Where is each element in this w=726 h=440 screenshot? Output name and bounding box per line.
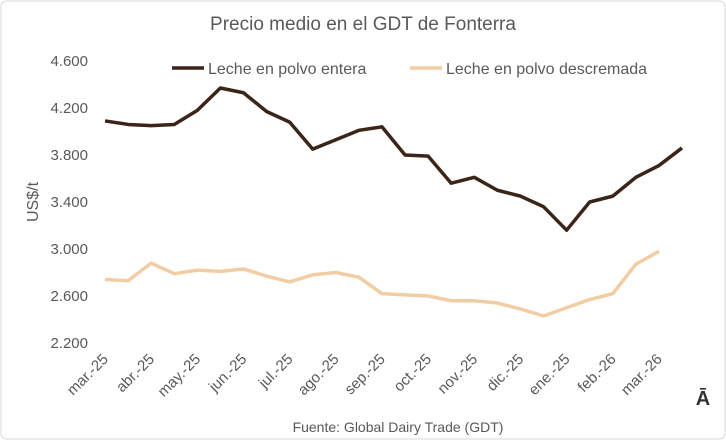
y-tick-label: 4.200 [50, 100, 88, 117]
annotation: Ā [696, 388, 710, 410]
y-axis-label: US$/t [25, 181, 42, 222]
line-series [104, 249, 660, 318]
legend-label: Leche en polvo entera [208, 61, 366, 78]
source: Fuente: Global Dairy Trade (GDT) [293, 419, 504, 435]
chart-title: Precio medio en el GDT de Fonterra [210, 14, 516, 35]
y-tick-label: 3.400 [50, 194, 88, 211]
y-tick-label: 3.000 [50, 241, 88, 258]
y-tick-label: 4.600 [50, 53, 88, 70]
y-tick-label: 2.600 [50, 288, 88, 305]
y-tick-label: 3.800 [50, 147, 88, 164]
y-tick-label: 2.200 [50, 335, 88, 352]
line-series [104, 86, 684, 232]
legend-label: Leche en polvo descremada [446, 61, 647, 78]
